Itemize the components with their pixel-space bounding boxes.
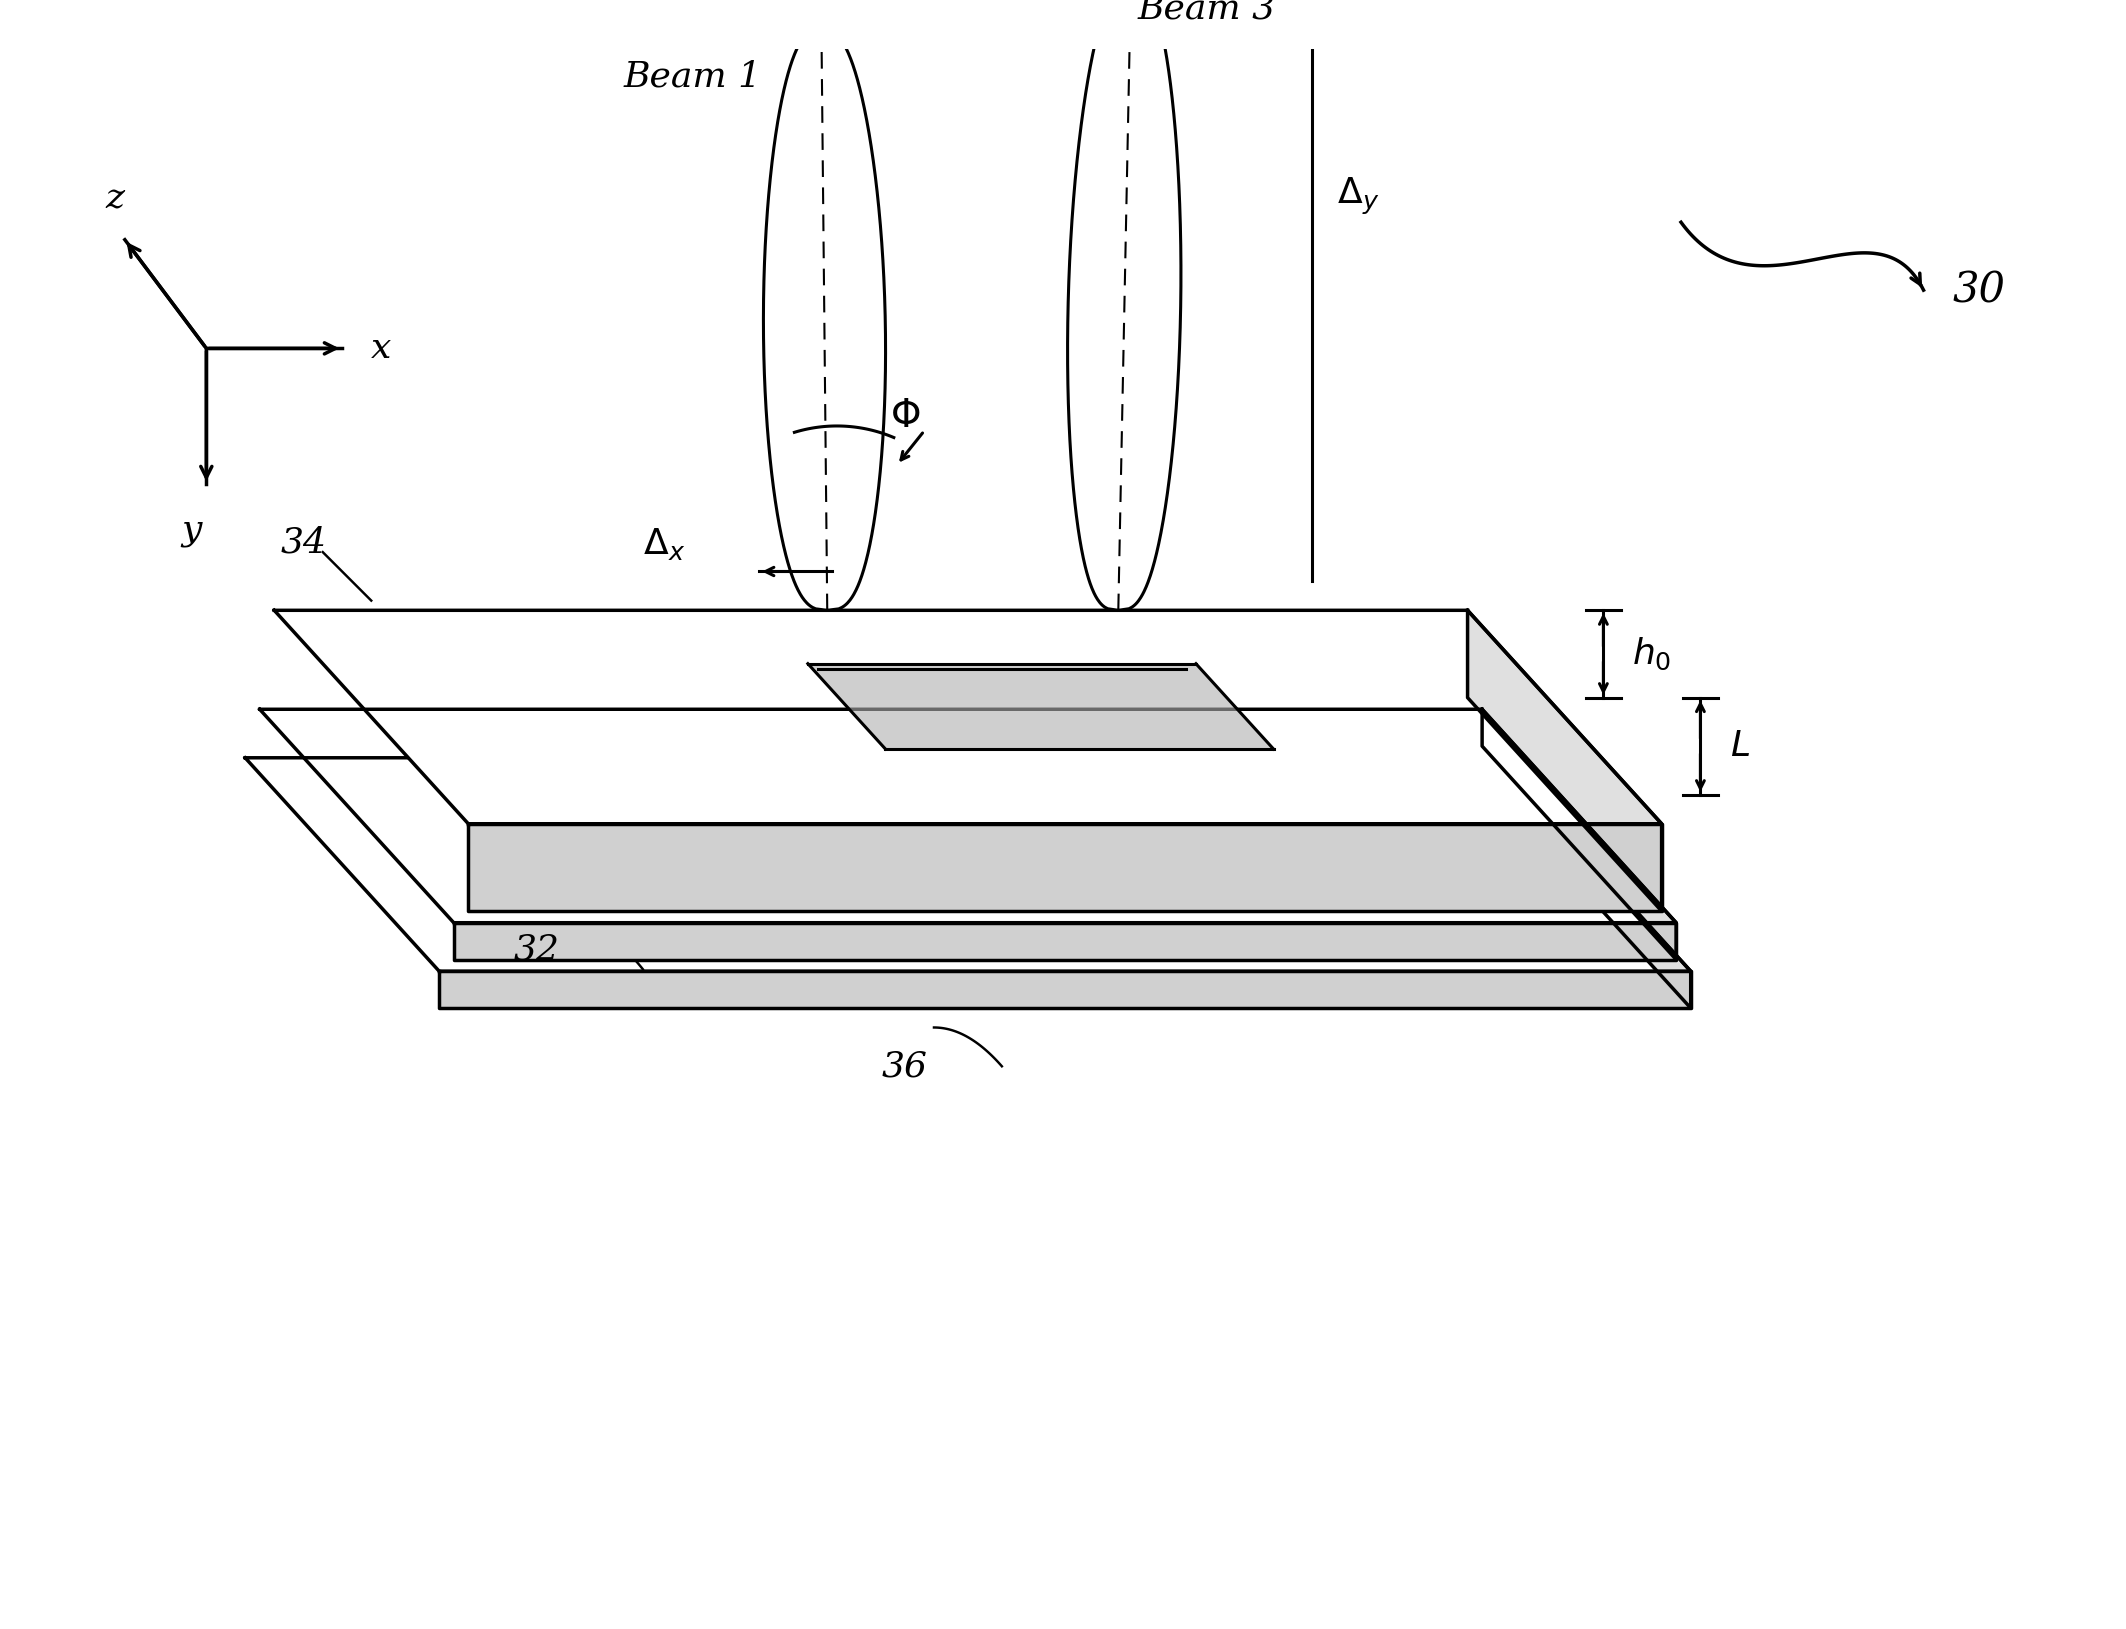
Text: 36: 36 xyxy=(882,1049,927,1083)
Text: y: y xyxy=(181,513,202,547)
Text: z: z xyxy=(106,181,125,215)
Text: Beam 3: Beam 3 xyxy=(1137,0,1276,26)
Polygon shape xyxy=(763,28,887,611)
Text: $\Delta_x$: $\Delta_x$ xyxy=(642,526,685,562)
Text: $D_x$: $D_x$ xyxy=(989,702,1033,738)
Polygon shape xyxy=(808,663,1273,749)
Polygon shape xyxy=(468,824,1663,911)
Polygon shape xyxy=(1497,757,1690,1008)
Polygon shape xyxy=(453,922,1675,959)
Text: $h_0$: $h_0$ xyxy=(1633,635,1671,673)
Polygon shape xyxy=(244,757,1690,971)
Polygon shape xyxy=(1482,709,1675,959)
Text: $\Phi$: $\Phi$ xyxy=(891,397,921,435)
Polygon shape xyxy=(1467,611,1663,911)
Text: $\Delta_y$: $\Delta_y$ xyxy=(1337,176,1380,217)
Polygon shape xyxy=(274,611,1663,824)
Text: $L$: $L$ xyxy=(1731,730,1750,762)
Text: 34: 34 xyxy=(281,526,327,559)
Text: x: x xyxy=(372,331,391,365)
Polygon shape xyxy=(1067,0,1180,611)
Text: 32: 32 xyxy=(512,933,559,968)
Text: 30: 30 xyxy=(1952,269,2005,311)
Polygon shape xyxy=(259,709,1675,922)
Polygon shape xyxy=(440,971,1690,1008)
Text: Beam 1: Beam 1 xyxy=(623,60,761,94)
